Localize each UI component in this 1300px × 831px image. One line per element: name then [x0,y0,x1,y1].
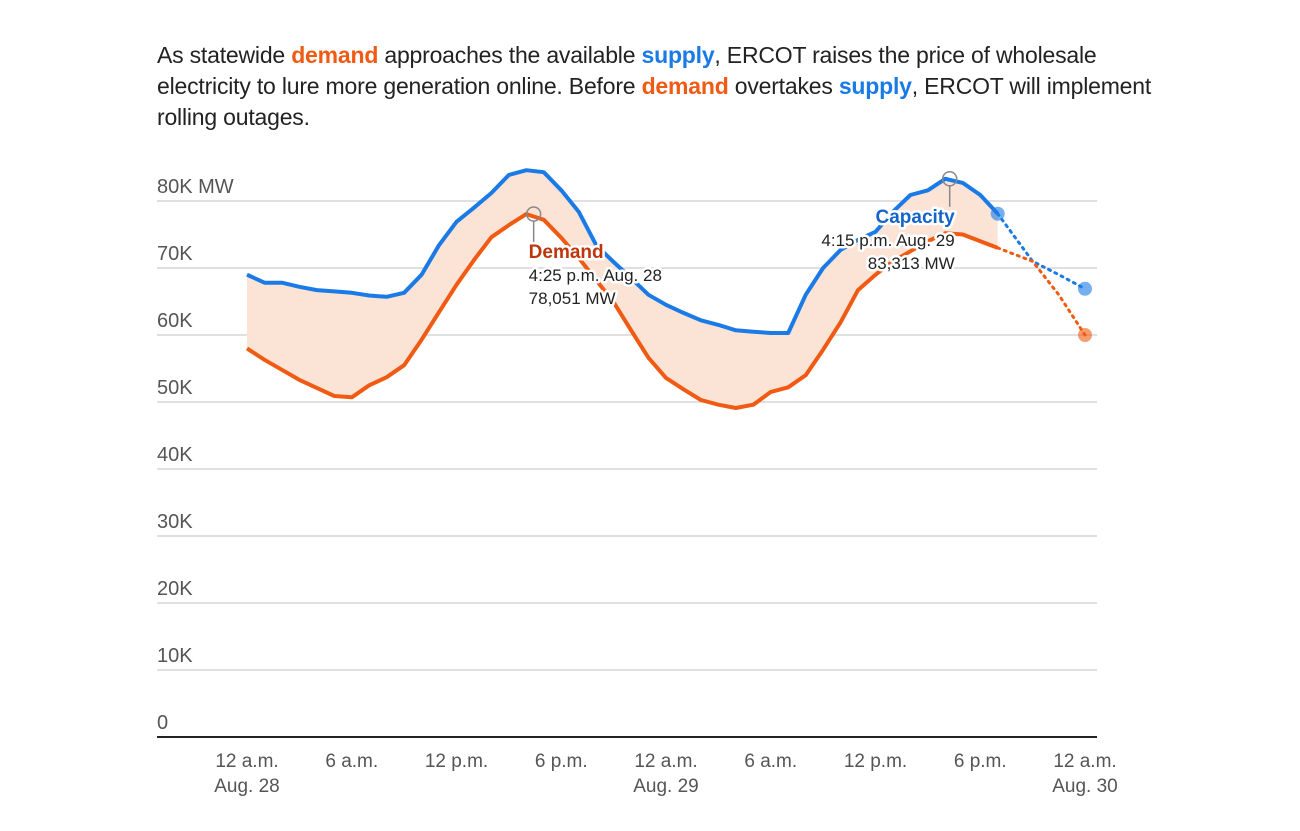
annotation-time: 4:15 p.m. Aug. 29 [821,231,954,250]
intro-keyword-supply: supply [838,73,912,99]
intro-keyword-supply: supply [641,42,715,68]
annotations: Demand 4:25 p.m. Aug. 28 78,051 MW Capacity… [525,171,958,311]
intro-text-segment: overtakes [728,73,839,99]
annotation-value: 83,313 MW [868,254,955,273]
x-tick-label: 6 a.m. [744,751,797,772]
annotation-value: 78,051 MW [529,289,616,308]
supply-demand-gap-area [247,170,998,408]
annotation-title: Demand [529,242,604,263]
annotation-title: Capacity [875,207,955,228]
capacity-forecast-endpoint [1078,281,1092,296]
y-tick-label: 80K MW [157,176,234,198]
x-tick-label: 12 a.m. [1053,751,1116,772]
annotation-time: 4:25 p.m. Aug. 28 [529,266,662,285]
x-tick-date-label: Aug. 28 [214,776,280,797]
x-tick-label: 6 p.m. [535,751,588,772]
series-lines [245,168,1000,410]
forecast-lines [990,206,1092,342]
y-tick-label: 50K [157,377,193,399]
capacity-line [246,168,1000,335]
x-tick-label: 12 a.m. [634,751,697,772]
x-tick-label: 6 p.m. [954,751,1007,772]
intro-text-segment: , ERCOT will implement rolling outages. [157,73,1152,130]
x-tick-label: 12 p.m. [844,751,907,772]
demand-line [245,212,999,410]
x-tick-label: 6 a.m. [325,751,378,772]
y-tick-label: 70K [157,243,193,265]
x-tick-label: 12 a.m. [215,751,278,772]
y-tick-label: 60K [157,310,193,332]
capacity-current-point [990,206,1005,221]
intro-text-segment: As statewide [157,42,292,68]
supply-demand-band [247,170,998,408]
intro-text-segment: , ERCOT raises the price of wholesale el… [157,42,1097,99]
intro-keyword-demand: demand [641,73,729,99]
y-tick-label: 20K [157,578,193,600]
demand-forecast-line [996,246,1087,337]
x-axis: 12 a.m. Aug. 28 6 a.m. 12 p.m. 6 p.m. 12 a.m.… [214,751,1118,797]
demand-forecast-endpoint [1078,328,1092,342]
y-axis: 0 10K 20K 30K 40K 50K 60K 70K 80K MW [157,176,234,734]
y-tick-label: 10K [157,645,193,667]
x-tick-label: 12 p.m. [425,751,488,772]
x-tick-date-label: Aug. 30 [1052,776,1118,797]
intro-text-segment: approaches the available [378,42,642,68]
capacity-forecast-line [996,212,1087,291]
intro-text: As statewide demand approaches the avail… [157,40,1157,133]
y-tick-label: 40K [157,444,193,466]
intro-keyword-demand: demand [291,42,379,68]
x-tick-date-label: Aug. 29 [633,776,699,797]
y-tick-label: 30K [157,511,193,533]
y-tick-label: 0 [157,712,168,734]
